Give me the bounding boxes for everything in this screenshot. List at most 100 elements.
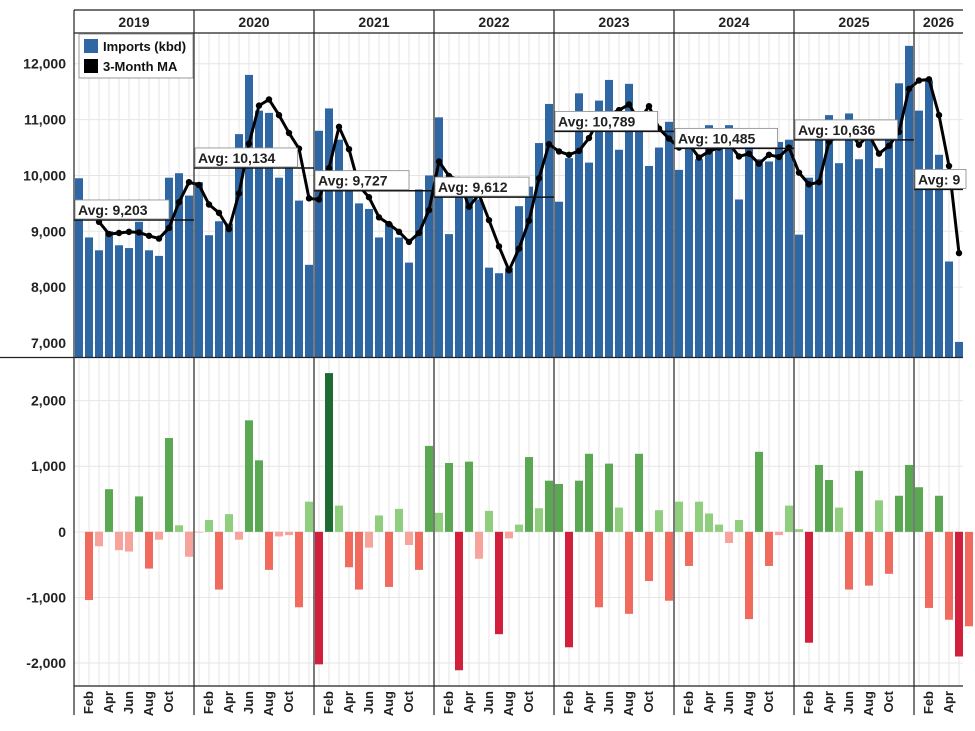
- import-bar: [435, 117, 443, 358]
- change-bar: [665, 531, 673, 601]
- change-bar: [255, 460, 263, 532]
- moving-average-point: [435, 158, 443, 165]
- moving-average-point: [515, 245, 523, 252]
- month-tick-label: Oct: [521, 690, 536, 712]
- month-tick-label: Feb: [321, 691, 336, 714]
- moving-average-point: [935, 111, 943, 119]
- import-bar: [585, 162, 593, 357]
- import-bar: [415, 189, 423, 357]
- change-bar: [415, 531, 423, 570]
- import-bar: [835, 163, 843, 357]
- change-bar: [795, 529, 803, 532]
- import-bar: [225, 223, 233, 357]
- moving-average-point: [525, 217, 533, 224]
- month-tick-label: Jun: [241, 691, 256, 714]
- change-bar: [265, 531, 273, 570]
- import-bar: [325, 108, 333, 358]
- moving-average-point: [325, 164, 333, 172]
- moving-average-point: [215, 209, 223, 217]
- moving-average-point: [395, 228, 403, 236]
- year-average-label: Avg: 9,612: [438, 179, 508, 195]
- month-tick-label: Jun: [481, 691, 496, 714]
- moving-average-point: [275, 111, 283, 119]
- year-average-label: Avg: 10,134: [198, 150, 276, 166]
- import-bar: [605, 79, 613, 358]
- change-bar: [615, 507, 623, 532]
- month-tick-label: Apr: [701, 691, 716, 713]
- moving-average-point: [815, 178, 823, 186]
- bottom-y-tick-label: -2,000: [26, 655, 66, 671]
- change-bar: [695, 501, 703, 532]
- year-header-label: 2026: [923, 14, 954, 30]
- change-bar: [755, 451, 763, 532]
- moving-average-point: [915, 77, 923, 84]
- moving-average-point: [225, 225, 233, 233]
- import-bar: [465, 193, 473, 357]
- import-bar: [75, 178, 83, 357]
- year-average-label-box: [914, 169, 967, 189]
- change-bar: [505, 531, 513, 539]
- import-bar: [365, 208, 373, 357]
- change-bar: [515, 524, 523, 532]
- change-bar: [525, 457, 533, 532]
- month-tick-label: Apr: [941, 691, 956, 713]
- year-average-label: Avg: 10,636: [798, 122, 876, 138]
- moving-average-point: [245, 140, 253, 147]
- import-bar: [95, 250, 103, 357]
- change-bar: [355, 531, 363, 590]
- top-y-tick-label: 9,000: [31, 223, 66, 239]
- moving-average-point: [315, 196, 323, 203]
- change-bar: [645, 531, 653, 582]
- moving-average-point: [735, 153, 743, 160]
- change-bar: [285, 531, 293, 536]
- month-tick-label: Aug: [261, 691, 276, 716]
- import-bar: [295, 200, 303, 357]
- import-bar: [145, 250, 153, 357]
- import-bar: [315, 130, 323, 357]
- import-bar: [615, 149, 623, 357]
- change-bar: [935, 495, 943, 532]
- top-y-tick-label: 7,000: [31, 335, 66, 351]
- moving-average-point: [305, 195, 313, 202]
- import-bar: [945, 261, 953, 357]
- bottom-y-tick-label: 1,000: [31, 458, 66, 474]
- import-bar: [735, 199, 743, 357]
- import-bar: [745, 131, 753, 357]
- change-bar: [375, 515, 383, 532]
- import-bar: [485, 267, 493, 357]
- change-bar: [205, 520, 213, 532]
- moving-average-point: [645, 102, 653, 110]
- change-bar: [315, 531, 323, 665]
- change-bar: [295, 531, 303, 608]
- import-bar: [445, 234, 453, 357]
- change-bar: [425, 445, 433, 532]
- year-average-label-box: [794, 119, 898, 140]
- year-header-label: 2024: [718, 14, 749, 30]
- year-average-label: Avg: 9,727: [318, 173, 388, 189]
- change-bar: [835, 507, 843, 532]
- change-bar: [225, 514, 233, 532]
- year-header-label: 2020: [238, 14, 269, 30]
- import-bar: [625, 83, 633, 358]
- change-bar: [705, 513, 713, 532]
- panel-frames: [0, 9, 963, 715]
- year-header-label: 2022: [478, 14, 509, 30]
- moving-average-point: [505, 267, 513, 274]
- import-bar: [335, 139, 343, 357]
- month-tick-label: Oct: [281, 690, 296, 712]
- change-bar: [155, 531, 163, 540]
- import-bar: [405, 262, 413, 357]
- moving-average-point: [135, 229, 143, 236]
- change-bar: [725, 531, 733, 543]
- change-bar: [635, 453, 643, 532]
- import-bar: [855, 159, 863, 357]
- change-bar: [125, 531, 133, 552]
- moving-average-point: [555, 148, 563, 155]
- import-bar: [135, 221, 143, 357]
- change-bar: [915, 487, 923, 532]
- moving-average-point: [565, 151, 573, 158]
- change-bar: [115, 531, 123, 551]
- month-tick-label: Aug: [741, 691, 756, 716]
- moving-average-point: [335, 123, 343, 131]
- year-average-label-box: [434, 176, 530, 197]
